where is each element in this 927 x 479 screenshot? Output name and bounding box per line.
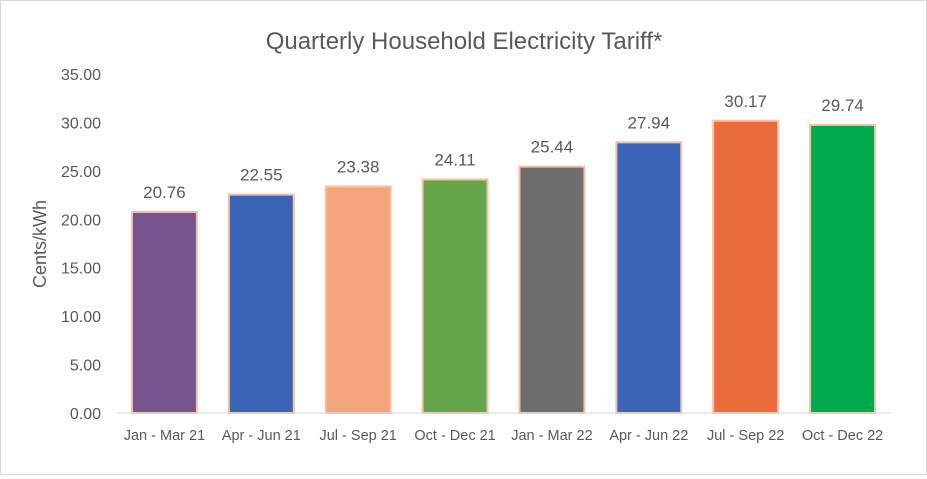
y-tick-label: 0.00 (70, 406, 101, 423)
data-label: 22.55 (240, 166, 283, 185)
y-tick-label: 15.00 (61, 261, 101, 278)
bar (518, 165, 586, 414)
x-tick-label: Jan - Mar 21 (124, 428, 205, 444)
data-label: 29.74 (821, 96, 864, 115)
bar (324, 185, 392, 414)
bar (227, 193, 295, 414)
y-tick-label: 35.00 (61, 67, 101, 84)
data-label: 30.17 (724, 92, 767, 111)
y-tick-label: 25.00 (61, 164, 101, 181)
data-label: 25.44 (531, 138, 574, 157)
x-tick-label: Jan - Mar 22 (511, 428, 592, 444)
data-label: 24.11 (434, 150, 475, 169)
x-tick-label: Apr - Jun 22 (609, 428, 688, 444)
y-axis-label: Cents/kWh (30, 200, 50, 288)
bar (712, 119, 780, 414)
y-tick-label: 5.00 (70, 358, 101, 375)
bar (615, 141, 683, 415)
x-tick-label: Oct - Dec 21 (414, 428, 495, 444)
chart-title: Quarterly Household Electricity Tariff* (266, 28, 663, 55)
x-tick-label: Jul - Sep 21 (319, 428, 396, 444)
data-label: 23.38 (337, 158, 380, 177)
x-tick-label: Apr - Jun 21 (222, 428, 301, 444)
y-tick-label: 20.00 (61, 212, 101, 229)
data-label: 27.94 (628, 113, 671, 132)
bar (809, 123, 877, 414)
data-label: 20.76 (143, 183, 186, 202)
y-tick-label: 10.00 (61, 309, 101, 326)
bar (130, 210, 198, 414)
x-tick-label: Jul - Sep 22 (707, 428, 784, 444)
y-tick-label: 30.00 (61, 115, 101, 132)
x-tick-label: Oct - Dec 22 (802, 428, 883, 444)
bar (421, 178, 489, 414)
